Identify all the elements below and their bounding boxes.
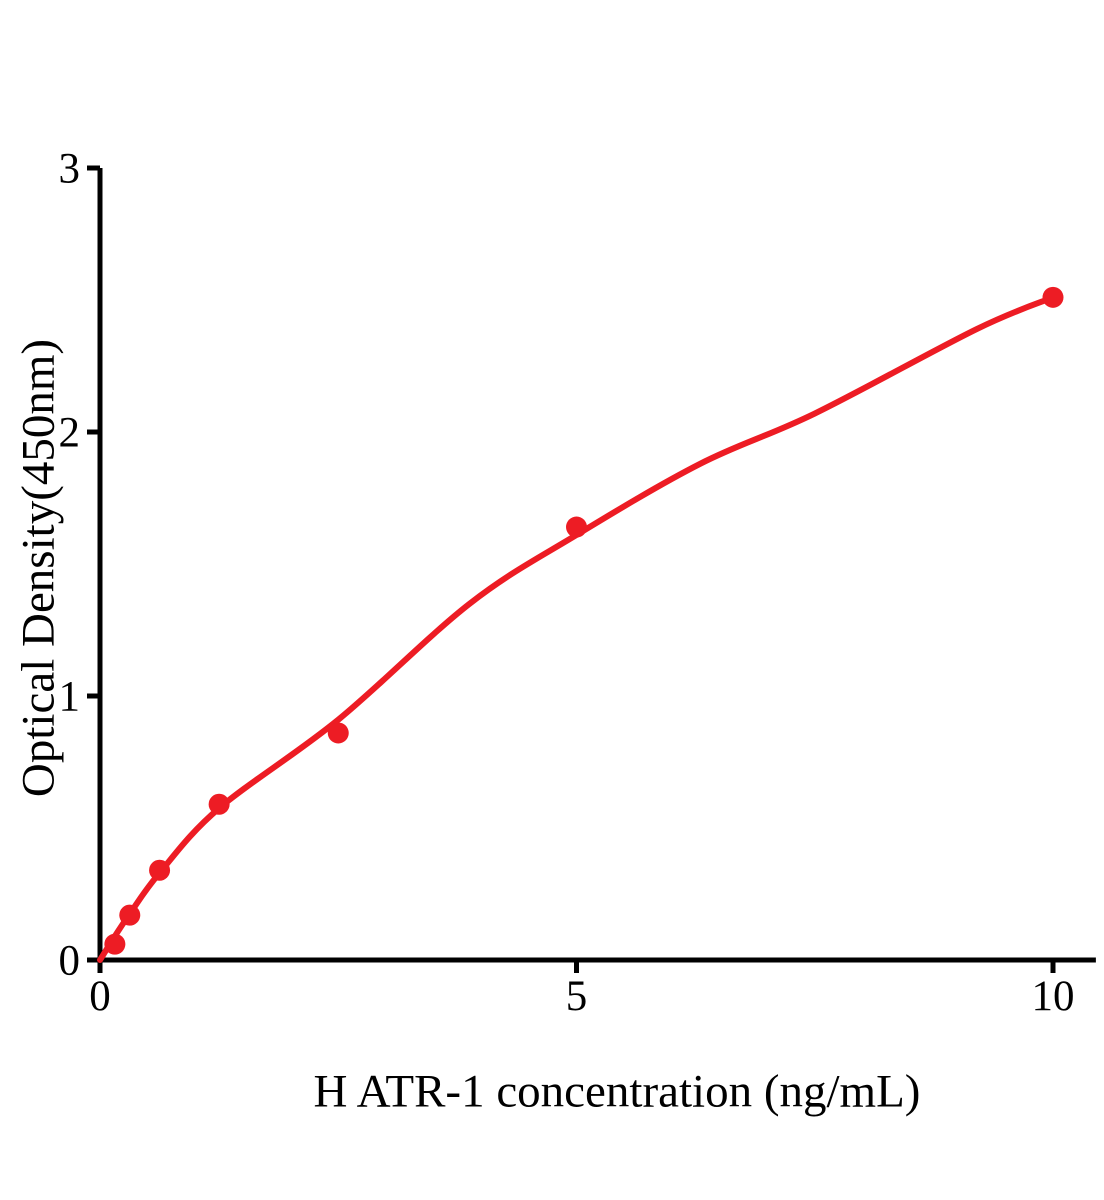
y-axis-title: Optical Density(450nm) bbox=[12, 338, 65, 798]
y-tick-label: 2 bbox=[59, 410, 81, 457]
x-tick-label: 10 bbox=[1032, 973, 1075, 1020]
y-tick-label: 3 bbox=[59, 146, 81, 193]
x-tick-label: 5 bbox=[566, 973, 588, 1020]
data-point bbox=[327, 722, 349, 744]
fit-curve bbox=[97, 294, 1056, 963]
data-point bbox=[566, 516, 587, 538]
x-tick-label: 0 bbox=[89, 973, 111, 1020]
x-axis-title: H ATR-1 concentration (ng/mL) bbox=[313, 1065, 921, 1118]
data-point bbox=[208, 793, 230, 815]
data-point bbox=[1042, 286, 1064, 308]
y-tick-label: 0 bbox=[59, 938, 81, 985]
data-point bbox=[119, 904, 141, 926]
data-point bbox=[104, 933, 126, 955]
y-tick-label: 1 bbox=[59, 674, 81, 721]
data-point bbox=[149, 859, 171, 881]
